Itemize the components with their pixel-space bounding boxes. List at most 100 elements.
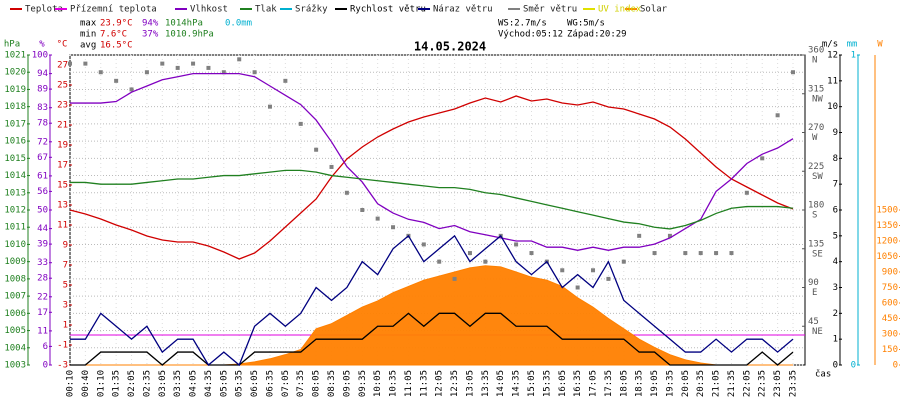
axis-unit: °C	[57, 40, 68, 50]
y-tick-label: 1015	[4, 154, 26, 164]
direction-point	[191, 61, 196, 66]
x-tick-label: 03:35	[173, 370, 183, 397]
legend-label: Teplota	[25, 5, 63, 15]
y-tick-label: 1004	[4, 343, 26, 353]
direction-point	[729, 251, 734, 256]
y-tick-label: 1019	[4, 85, 26, 95]
x-tick-label: 00:10	[66, 370, 76, 397]
y-tick-label: 7	[833, 180, 838, 190]
x-tick-label: 05:35	[235, 370, 245, 397]
legend-label: Srážky	[295, 5, 328, 15]
direction-point	[606, 276, 611, 281]
direction-tick-value: 90	[808, 278, 819, 288]
series-line	[70, 234, 794, 367]
y-tick-label: 78	[37, 119, 48, 129]
y-tick-label: 1050	[876, 252, 898, 262]
y-tick-label: 0	[893, 361, 898, 371]
x-tick-label: 23:35	[789, 370, 799, 397]
direction-tick-value: 315	[808, 84, 824, 94]
x-tick-label: 04:05	[189, 370, 199, 397]
y-tick-label: 1021	[4, 51, 26, 61]
series-line	[70, 169, 794, 230]
direction-point	[560, 268, 565, 273]
direction-point	[329, 164, 334, 169]
direction-tick-label: S	[812, 211, 817, 221]
direction-point	[467, 251, 472, 256]
y-tick-label: 15	[57, 181, 68, 191]
direction-point	[698, 251, 703, 256]
x-tick-label: 15:05	[527, 370, 537, 397]
y-tick-label: 1008	[4, 274, 26, 284]
direction-point	[637, 233, 642, 238]
x-tick-label: 06:35	[265, 370, 275, 397]
y-tick-label: 600	[882, 299, 898, 309]
legend-label: Přízemní teplota	[70, 5, 157, 15]
x-tick-label: 08:05	[312, 370, 322, 397]
solar-area	[70, 265, 793, 366]
legend-label: Směr větru	[523, 5, 577, 15]
y-tick-label: 50	[37, 206, 48, 216]
y-tick-label: 1005	[4, 326, 26, 336]
stat-text: 94%	[142, 19, 159, 29]
stat-text: 37%	[142, 30, 159, 40]
direction-tick-value: 360	[808, 46, 824, 56]
y-tick-label: -3	[57, 361, 68, 371]
x-tick-label: 14:05	[496, 370, 506, 397]
stat-text: WS:2.7m/s	[498, 19, 547, 29]
direction-tick-value: 45	[808, 317, 819, 327]
y-tick-label: 2	[833, 309, 838, 319]
direction-point	[98, 70, 103, 75]
y-tick-label: 4	[833, 257, 838, 267]
stat-text: 1014hPa	[165, 19, 203, 29]
y-tick-label: 6	[43, 342, 48, 352]
direction-point	[360, 208, 365, 212]
y-tick-label: 0	[851, 361, 856, 371]
x-tick-label: 01:10	[96, 370, 106, 397]
y-tick-label: 67	[37, 153, 48, 163]
direction-point	[714, 251, 719, 256]
direction-point	[591, 268, 596, 273]
direction-point	[621, 259, 626, 264]
x-tick-label: 03:05	[158, 370, 168, 397]
y-tick-label: 33	[37, 258, 48, 268]
y-tick-label: 17	[37, 308, 48, 318]
direction-point	[221, 70, 226, 75]
x-tick-label: 13:35	[481, 370, 491, 397]
direction-tick-label: NW	[812, 94, 823, 104]
direction-point	[452, 276, 457, 281]
direction-point	[483, 259, 488, 264]
direction-point	[514, 242, 519, 247]
legend-label: Solar	[640, 5, 668, 15]
direction-tick-value: 135	[808, 239, 824, 249]
y-tick-label: 0	[43, 361, 48, 371]
x-tick-label: 07:05	[281, 370, 291, 397]
series-line	[70, 72, 794, 251]
y-tick-label: 1011	[4, 223, 26, 233]
series-line	[69, 95, 794, 260]
direction-point	[160, 61, 165, 66]
y-tick-label: 56	[37, 187, 48, 197]
direction-point	[683, 251, 688, 256]
direction-point	[144, 70, 149, 75]
x-tick-label: 16:35	[573, 370, 583, 397]
y-tick-label: 1009	[4, 257, 26, 267]
y-tick-label: 1007	[4, 292, 26, 302]
direction-point	[575, 285, 580, 290]
direction-tick-label: E	[812, 288, 817, 298]
axis-unit: m/s	[822, 40, 838, 50]
y-tick-label: 150	[882, 345, 898, 355]
x-tick-label: 18:35	[635, 370, 645, 397]
y-tick-label: 11	[37, 326, 48, 336]
y-tick-label: 1010	[4, 240, 26, 250]
y-tick-label: 10	[827, 102, 838, 112]
y-tick-label: 1	[63, 321, 68, 331]
axis-unit: mm	[847, 40, 858, 50]
chart-title: 14.05.2024	[414, 40, 486, 54]
x-tick-label: 22:05	[742, 370, 752, 397]
y-tick-label: 0	[833, 361, 838, 371]
x-tick-label: 17:05	[589, 370, 599, 397]
direction-point	[298, 121, 303, 126]
y-tick-label: 1350	[876, 221, 898, 231]
y-tick-label: 9	[63, 241, 68, 251]
series-line	[70, 312, 794, 366]
